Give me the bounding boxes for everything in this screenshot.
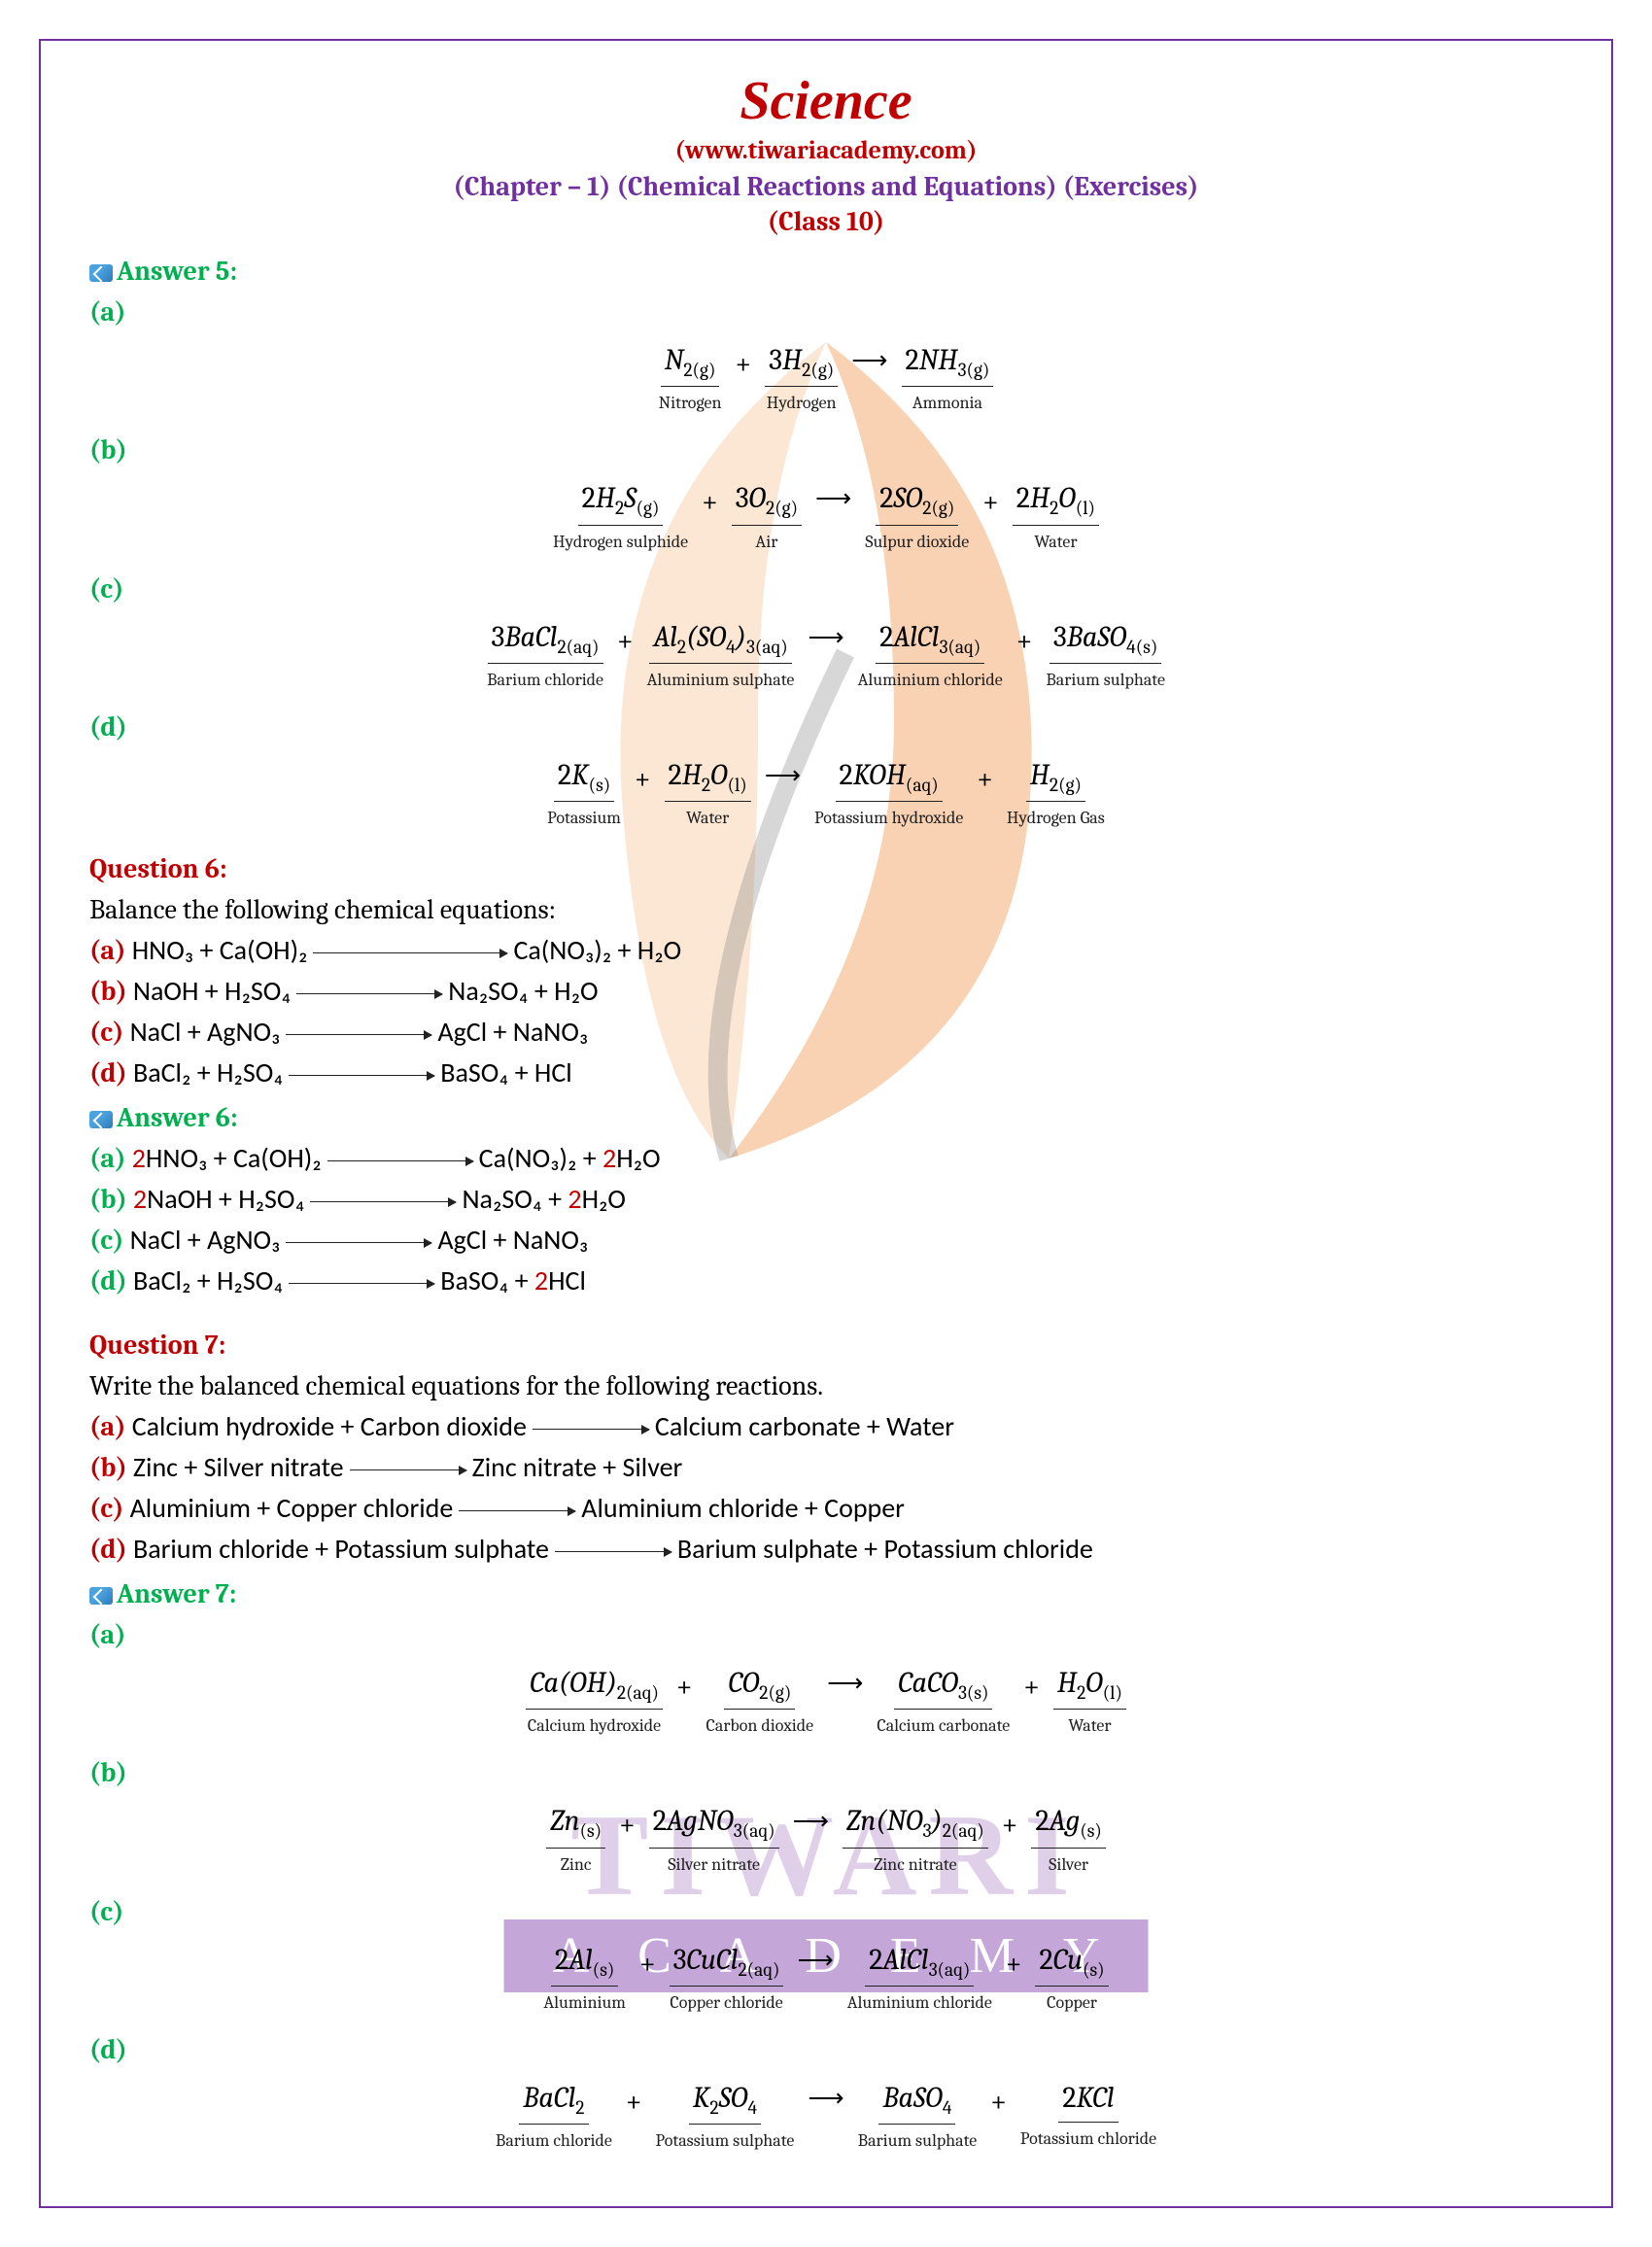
eq-7d: BaCl2Barium chloride+K2SO4Potassium sulp… xyxy=(89,2076,1563,2154)
q7-intro: Write the balanced chemical equations fo… xyxy=(89,1370,823,1401)
q7d-label: (d) xyxy=(89,1534,133,1565)
eq-7b: Zn(s)Zinc+2AgNO3(aq)Silver nitrate⟶Zn(NO… xyxy=(89,1799,1563,1877)
answer-5: Answer 5: (a) N2(g)Nitrogen+3H2(g)Hydrog… xyxy=(89,251,1563,831)
q6a: HNO₃ + Ca(OH)₂Ca(NO₃)₂ + H₂O xyxy=(132,933,681,967)
ans7b-label: (b) xyxy=(89,1757,127,1788)
arrow-icon xyxy=(286,1034,431,1035)
q6c: NaCl + AgNO₃AgCl + NaNO₃ xyxy=(130,1015,589,1049)
q7a: Calcium hydroxide + Carbon dioxideCalciu… xyxy=(132,1409,954,1443)
q6d: BaCl₂ + H₂SO₄BaSO₄ + HCl xyxy=(133,1055,572,1089)
q7c: Aluminium + Copper chlorideAluminium chl… xyxy=(130,1491,905,1525)
ans6d: BaCl₂ + H₂SO₄BaSO₄ + 2HCl xyxy=(133,1263,586,1297)
ans6b-label: (b) xyxy=(89,1184,133,1215)
book-icon xyxy=(89,1587,113,1605)
eq-7c: 2Al(s)Aluminium+3CuCl2(aq)Copper chlorid… xyxy=(89,1938,1563,2016)
chapter-subtitle: (Chapter – 1) (Chemical Reactions and Eq… xyxy=(89,171,1563,202)
part-c-label: (c) xyxy=(89,573,123,605)
ans6a-label: (a) xyxy=(89,1143,132,1174)
site-link[interactable]: (www.tiwariacademy.com) xyxy=(89,136,1563,165)
ans7c-label: (c) xyxy=(89,1896,123,1927)
ans6c-label: (c) xyxy=(89,1225,130,1256)
question-7: Question 7: Write the balanced chemical … xyxy=(89,1325,1563,1570)
ans6b: 2NaOH + H₂SO₄Na₂SO₄ + 2H₂O xyxy=(133,1182,626,1216)
q7b-label: (b) xyxy=(89,1452,133,1483)
part-a-label: (a) xyxy=(89,296,126,328)
header: Science (www.tiwariacademy.com) (Chapter… xyxy=(89,70,1563,237)
eq-5b: 2H2S(g)Hydrogen sulphide+3O2(g)Air⟶2SO2(… xyxy=(89,476,1563,554)
arrow-icon xyxy=(555,1551,671,1552)
arrow-icon xyxy=(313,952,507,953)
arrow-icon xyxy=(533,1429,649,1430)
q6b-label: (b) xyxy=(89,976,133,1007)
part-d-label: (d) xyxy=(89,711,127,743)
q7b: Zinc + Silver nitrateZinc nitrate + Silv… xyxy=(133,1450,682,1484)
class-label: (Class 10) xyxy=(89,206,1563,237)
ans6d-label: (d) xyxy=(89,1265,133,1296)
arrow-icon xyxy=(350,1469,466,1470)
book-icon xyxy=(89,1111,113,1128)
eq-7a: Ca(OH)2(aq)Calcium hydroxide+CO2(g)Carbo… xyxy=(89,1661,1563,1739)
q6d-label: (d) xyxy=(89,1057,133,1089)
arrow-icon xyxy=(459,1510,575,1511)
ans6a: 2HNO₃ + Ca(OH)₂Ca(NO₃)₂ + 2H₂O xyxy=(132,1141,661,1175)
eq-5d: 2K(s)Potassium+2H2O(l)Water⟶2KOH(aq)Pota… xyxy=(89,753,1563,831)
arrow-icon xyxy=(289,1075,434,1076)
page-border: TIWARI ACADEMY Science (www.tiwariacadem… xyxy=(39,39,1613,2208)
answer-7: Answer 7: (a) Ca(OH)2(aq)Calcium hydroxi… xyxy=(89,1573,1563,2154)
ans6c: NaCl + AgNO₃AgCl + NaNO₃ xyxy=(130,1223,589,1257)
body-text: Answer 5: (a) N2(g)Nitrogen+3H2(g)Hydrog… xyxy=(89,251,1563,2154)
q6b: NaOH + H₂SO₄Na₂SO₄ + H₂O xyxy=(133,974,599,1008)
arrow-icon xyxy=(296,993,442,994)
q6-label: Question 6: xyxy=(89,853,227,884)
ans7a-label: (a) xyxy=(89,1619,126,1650)
q6-intro: Balance the following chemical equations… xyxy=(89,894,556,925)
arrow-icon xyxy=(286,1242,431,1243)
arrow-icon xyxy=(289,1283,434,1284)
q6a-label: (a) xyxy=(89,935,132,966)
page-title: Science xyxy=(89,70,1563,132)
answer-5-label: Answer 5: xyxy=(117,256,237,287)
eq-5a: N2(g)Nitrogen+3H2(g)Hydrogen⟶2NH3(g)Ammo… xyxy=(89,338,1563,416)
q7a-label: (a) xyxy=(89,1411,132,1442)
eq-5c: 3BaCl2(aq)Barium chloride+Al2(SO4)3(aq)A… xyxy=(89,615,1563,693)
part-b-label: (b) xyxy=(89,434,127,466)
ans7d-label: (d) xyxy=(89,2034,127,2065)
book-icon xyxy=(89,264,113,282)
arrow-icon xyxy=(327,1160,473,1161)
question-6: Question 6: Balance the following chemic… xyxy=(89,848,1563,1093)
arrow-icon xyxy=(310,1201,456,1202)
q7-label: Question 7: xyxy=(89,1330,225,1361)
answer-6: Answer 6: (a) 2HNO₃ + Ca(OH)₂Ca(NO₃)₂ + … xyxy=(89,1097,1563,1301)
ans7-label: Answer 7: xyxy=(117,1578,236,1609)
ans6-label: Answer 6: xyxy=(117,1102,238,1133)
content-wrapper: Science (www.tiwariacademy.com) (Chapter… xyxy=(89,70,1563,2154)
q6c-label: (c) xyxy=(89,1017,130,1048)
q7d: Barium chloride + Potassium sulphateBari… xyxy=(133,1532,1093,1566)
q7c-label: (c) xyxy=(89,1493,130,1524)
